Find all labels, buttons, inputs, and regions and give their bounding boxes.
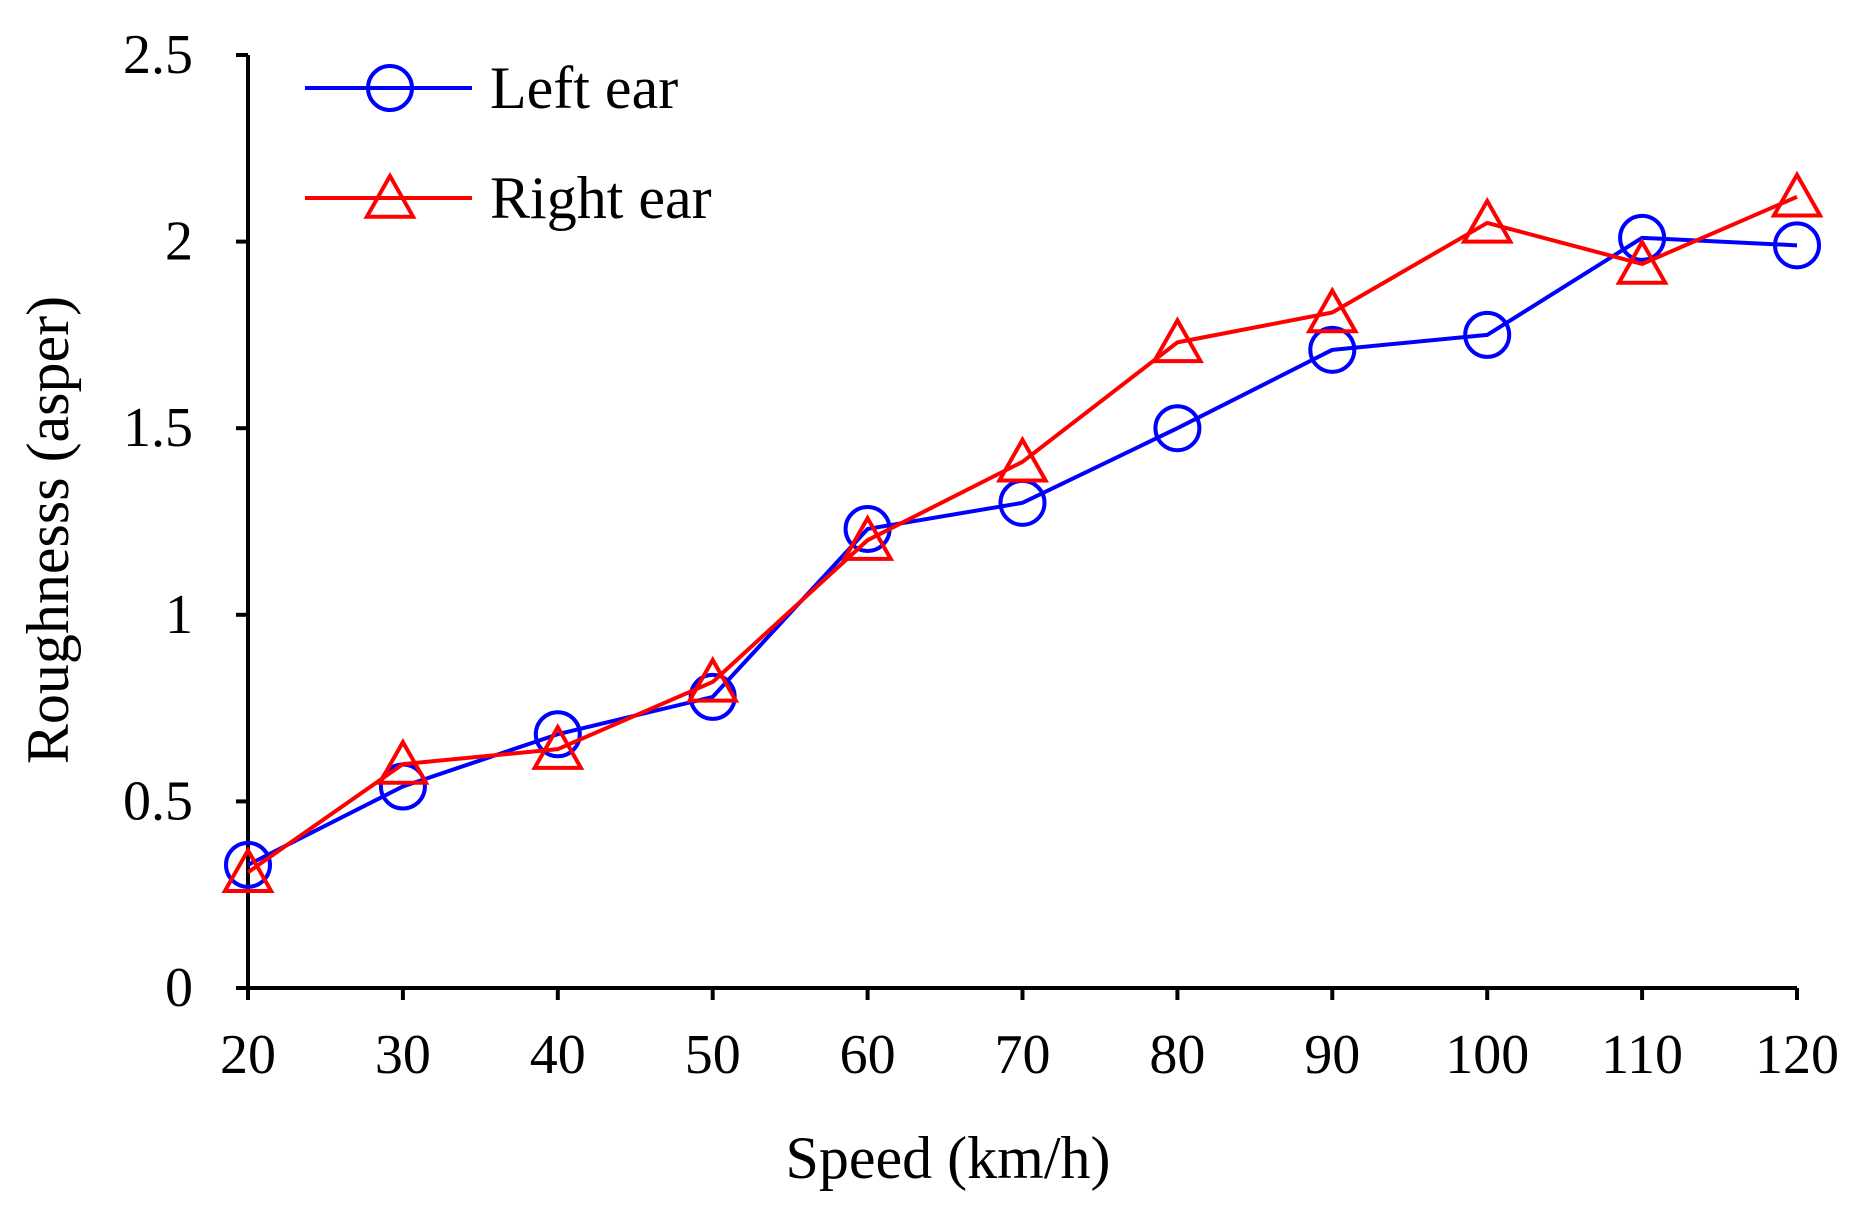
y-axis-title: Roughnesss (asper) xyxy=(15,296,81,764)
x-tick-label: 40 xyxy=(530,1024,586,1086)
data-point-right-ear xyxy=(376,738,430,785)
data-point-right-ear xyxy=(1460,196,1514,244)
series-left-ear xyxy=(224,213,1821,889)
x-tick-label: 50 xyxy=(685,1024,741,1086)
y-tick-label: 0 xyxy=(165,957,193,1019)
x-tick-label: 90 xyxy=(1304,1024,1360,1086)
data-point-left-ear xyxy=(1308,325,1357,374)
series-line-left-ear xyxy=(247,235,1798,867)
data-point-right-ear xyxy=(1305,286,1359,334)
x-tick-label: 110 xyxy=(1601,1024,1683,1086)
x-tick-label: 30 xyxy=(375,1024,431,1086)
legend-label-left-ear: Left ear xyxy=(490,55,678,121)
x-tick-label: 70 xyxy=(995,1024,1051,1086)
series-line-right-ear xyxy=(246,194,1798,874)
y-tick-label: 0.5 xyxy=(123,770,193,832)
data-point-right-ear xyxy=(995,435,1050,483)
legend: Left ear Right ear xyxy=(305,55,712,231)
y-tick-label: 1.5 xyxy=(123,397,193,459)
data-point-right-ear xyxy=(221,846,275,894)
legend-item-right-ear: Right ear xyxy=(305,165,712,231)
data-point-right-ear xyxy=(1770,170,1824,218)
data-point-left-ear xyxy=(1463,310,1512,359)
x-tick-label: 120 xyxy=(1755,1024,1839,1086)
data-point-left-ear xyxy=(224,840,272,889)
data-point-right-ear xyxy=(686,655,740,703)
data-point-left-ear xyxy=(1773,221,1821,270)
x-tick-label: 20 xyxy=(220,1024,276,1086)
y-tick-label: 2 xyxy=(165,211,193,273)
data-point-right-ear xyxy=(1150,316,1204,364)
axes: 20 30 40 50 60 70 80 90 100 110 120 0 0.5 1 1.5 2 2.5 xyxy=(123,24,1839,1086)
legend-item-left-ear: Left ear xyxy=(305,55,678,121)
legend-marker-left-ear xyxy=(366,64,414,112)
data-point-right-ear xyxy=(841,514,895,561)
legend-label-right-ear: Right ear xyxy=(490,165,712,231)
y-tick-label: 2.5 xyxy=(123,24,193,86)
data-point-right-ear xyxy=(531,723,585,770)
y-tick-label: 1 xyxy=(165,584,193,646)
data-point-left-ear xyxy=(1153,404,1202,453)
x-axis-title: Speed (km/h) xyxy=(786,1125,1111,1191)
series-right-ear xyxy=(221,170,1824,894)
legend-marker-right-ear xyxy=(363,171,417,219)
data-point-right-ear xyxy=(1615,237,1669,285)
data-point-left-ear xyxy=(533,710,582,759)
x-tick-label: 60 xyxy=(840,1024,896,1086)
x-tick-label: 80 xyxy=(1149,1024,1205,1086)
data-point-left-ear xyxy=(1618,213,1667,262)
x-tick-label: 100 xyxy=(1445,1024,1529,1086)
series-layer xyxy=(221,170,1824,894)
